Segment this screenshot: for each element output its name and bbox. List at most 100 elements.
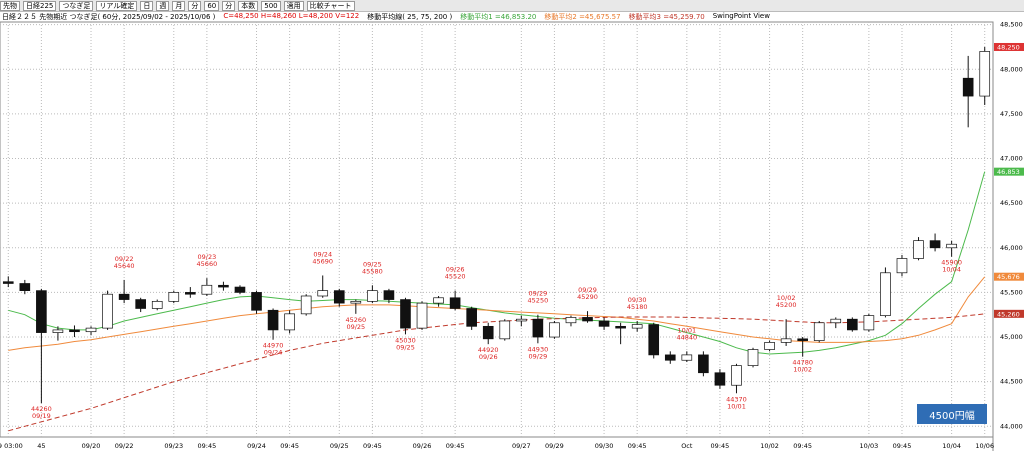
y-tick-label: 46,500 bbox=[1000, 199, 1023, 207]
swing-price: 45180 bbox=[627, 303, 648, 311]
candle-body bbox=[118, 293, 130, 300]
info-text: SwingPoint View bbox=[712, 12, 770, 20]
candle-body bbox=[234, 286, 246, 293]
x-tick-label: 10/04 bbox=[942, 442, 961, 450]
price-tag-label: 45,260 bbox=[997, 310, 1020, 318]
candle-body bbox=[681, 354, 693, 361]
candle-body bbox=[383, 290, 395, 300]
toolbar-item[interactable]: 月 bbox=[172, 0, 186, 11]
candle-body bbox=[449, 297, 461, 309]
toolbar-item[interactable]: リアル確定 bbox=[96, 0, 138, 11]
candle-body bbox=[797, 338, 808, 341]
toolbar-item[interactable]: 先物 bbox=[0, 0, 20, 11]
x-tick-label: Oct bbox=[681, 442, 693, 450]
swing-price: 44930 bbox=[528, 345, 549, 353]
candle-body bbox=[780, 338, 792, 343]
candle-body bbox=[102, 293, 113, 329]
swing-price: 45290 bbox=[577, 293, 598, 301]
swing-price: 44970 bbox=[263, 342, 284, 350]
range-button[interactable]: 4500円幅 bbox=[917, 404, 987, 424]
swing-date: 09/25 bbox=[346, 323, 365, 331]
candle-body bbox=[416, 302, 428, 329]
price-tag bbox=[994, 42, 1024, 51]
y-tick-label: 48,000 bbox=[1000, 65, 1023, 73]
swing-date: 10/02 bbox=[793, 366, 812, 374]
toolbar-item[interactable]: 日 bbox=[140, 0, 154, 11]
swing-price: 45030 bbox=[395, 336, 416, 344]
x-tick-label: 45 bbox=[37, 442, 45, 450]
price-tag bbox=[994, 309, 1024, 318]
toolbar-item[interactable]: 週 bbox=[156, 0, 170, 11]
candle-body bbox=[747, 349, 759, 366]
candle-body bbox=[218, 284, 229, 288]
toolbar-item[interactable]: 500 bbox=[261, 0, 281, 11]
y-tick-label: 48,500 bbox=[1000, 21, 1023, 29]
candle-body bbox=[813, 322, 825, 341]
candle-body bbox=[317, 290, 329, 297]
swing-date: 09/29 bbox=[529, 290, 548, 298]
toolbar-item[interactable]: 比較チャート bbox=[306, 0, 355, 11]
swing-date: 09/26 bbox=[479, 353, 498, 361]
price-tag-label: 48,250 bbox=[997, 43, 1020, 51]
price-tag-label: 45,676 bbox=[997, 273, 1020, 281]
x-tick-label: 09 03:00 bbox=[0, 442, 23, 450]
candle-body bbox=[482, 325, 494, 340]
y-tick-label: 47,500 bbox=[1000, 110, 1023, 118]
candle-body bbox=[367, 290, 378, 302]
swing-date: 10/04 bbox=[942, 266, 961, 274]
moving-average-line bbox=[8, 313, 985, 432]
moving-average-line bbox=[8, 171, 986, 355]
x-tick-label: 09/30 bbox=[595, 442, 614, 450]
candle-body bbox=[847, 318, 858, 331]
candle-body bbox=[979, 51, 991, 97]
y-tick-label: 45,000 bbox=[1000, 333, 1023, 341]
swing-price: 45900 bbox=[941, 259, 962, 267]
swing-price: 44780 bbox=[792, 359, 813, 367]
candle-body bbox=[664, 354, 676, 361]
candle-body bbox=[863, 315, 875, 331]
candle-body bbox=[52, 329, 64, 333]
toolbar-item[interactable]: 60 bbox=[204, 0, 220, 11]
info-text: 移動平均1 =46,853.20 bbox=[460, 13, 537, 21]
swing-price: 45640 bbox=[114, 262, 135, 270]
swing-price: 45250 bbox=[528, 297, 549, 305]
info-text: 日経２２５ 先物期近 つなぎ足( 60分, 2025/09/02 - 2025/… bbox=[2, 13, 216, 21]
swing-date: 10/01 bbox=[727, 402, 746, 410]
toolbar-item[interactable]: つなぎ足 bbox=[59, 0, 94, 11]
x-tick-label: 09:45 bbox=[893, 442, 912, 450]
swing-date: 09/24 bbox=[264, 349, 283, 357]
info-text: 移動平均3 =45,259.70 bbox=[628, 13, 705, 21]
swing-date: 10/02 bbox=[777, 294, 796, 302]
candle-body bbox=[962, 77, 974, 97]
swing-price: 45200 bbox=[776, 301, 797, 309]
x-tick-label: 09/26 bbox=[413, 442, 432, 450]
candle-body bbox=[764, 342, 775, 350]
x-tick-label: 09/23 bbox=[164, 442, 183, 450]
swing-date: 09/26 bbox=[446, 266, 465, 274]
x-tick-label: 10/03 bbox=[860, 442, 879, 450]
candle-body bbox=[2, 281, 14, 284]
toolbar-item[interactable]: 分 bbox=[222, 0, 236, 11]
info-text: C=48,250 H=48,260 L=48,200 V=122 bbox=[223, 12, 360, 20]
candle-body bbox=[36, 290, 47, 333]
swing-date: 10/01 bbox=[677, 326, 696, 334]
info-line: 日経２２５ 先物期近 つなぎ足( 60分, 2025/09/02 - 2025/… bbox=[2, 12, 770, 22]
candle-body bbox=[433, 297, 444, 304]
candle-body bbox=[929, 240, 941, 249]
swing-date: 09/24 bbox=[313, 250, 332, 258]
toolbar-item[interactable]: 分 bbox=[188, 0, 202, 11]
candle-body bbox=[185, 292, 196, 295]
candle-body bbox=[300, 295, 312, 315]
toolbar-item[interactable]: 本数 bbox=[238, 0, 259, 11]
candle-body bbox=[135, 299, 146, 309]
candle-body bbox=[19, 283, 31, 291]
toolbar-item[interactable]: 適用 bbox=[283, 0, 304, 11]
swing-date: 09/25 bbox=[363, 260, 382, 268]
toolbar-item[interactable]: 日経225 bbox=[23, 0, 57, 11]
swing-date: 09/30 bbox=[628, 296, 647, 304]
x-tick-label: 09/22 bbox=[115, 442, 134, 450]
candle-body bbox=[830, 318, 842, 324]
x-tick-label: 09/29 bbox=[545, 442, 564, 450]
candle-body bbox=[880, 272, 891, 316]
